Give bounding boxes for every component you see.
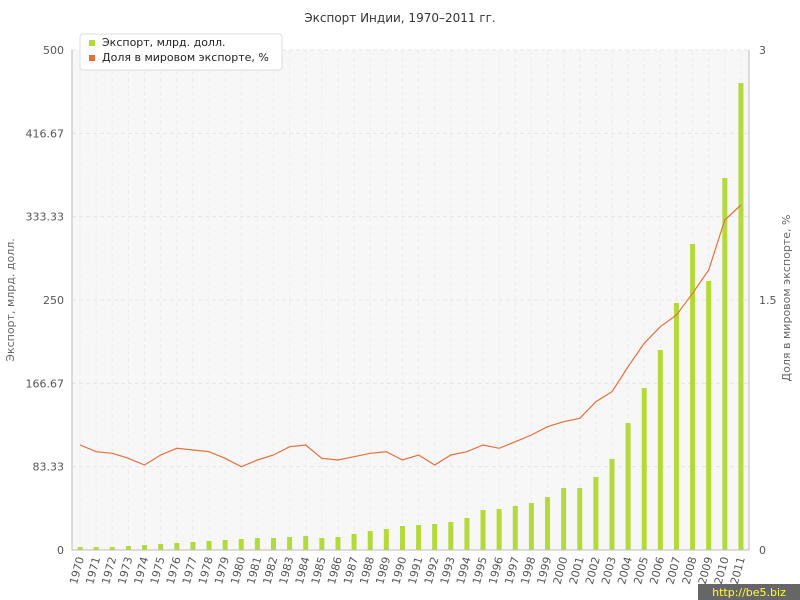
bar-1981 <box>254 538 260 550</box>
bar-1974 <box>142 545 148 550</box>
legend-box <box>79 33 283 71</box>
bar-2002 <box>593 477 599 550</box>
y-tick-label-left: 166.67 <box>26 377 65 390</box>
bar-1977 <box>190 542 196 550</box>
bar-1982 <box>270 538 276 550</box>
bar-1970 <box>77 547 83 550</box>
bar-1999 <box>545 497 551 550</box>
legend-swatch-export <box>89 40 95 46</box>
bar-1993 <box>448 522 454 550</box>
bar-series <box>77 83 744 550</box>
bar-1989 <box>383 529 389 550</box>
bar-2009 <box>706 281 712 550</box>
bar-1984 <box>303 536 309 550</box>
bar-2000 <box>561 488 567 550</box>
bar-1988 <box>367 531 373 550</box>
bar-1994 <box>464 518 470 550</box>
bar-1997 <box>512 506 518 550</box>
bar-1973 <box>125 546 131 550</box>
bar-1998 <box>528 503 534 550</box>
watermark-badge: http://be5.biz <box>698 584 800 600</box>
y-tick-label-left: 83.33 <box>33 461 65 474</box>
bar-1991 <box>416 525 422 550</box>
share-line <box>79 204 742 468</box>
bar-1975 <box>158 544 164 550</box>
bar-2008 <box>690 244 696 550</box>
y-tick-labels-left: 0 83.33 166.67 250 333.33 416.67 500 <box>26 44 65 557</box>
bar-2003 <box>609 459 615 550</box>
watermark-background <box>698 584 800 600</box>
y-tick-label-left: 333.33 <box>26 211 65 224</box>
bar-1996 <box>496 509 502 550</box>
y-tick-label-right: 0 <box>759 544 766 557</box>
bar-1976 <box>174 543 180 550</box>
legend-item-share: Доля в мировом экспорте, % <box>102 51 269 64</box>
bar-1992 <box>432 524 438 550</box>
bar-1978 <box>206 541 212 550</box>
bar-1985 <box>319 538 325 550</box>
chart-title: Экспорт Индии, 1970–2011 гг. <box>304 11 496 25</box>
bar-1990 <box>399 526 405 550</box>
legend: Экспорт, млрд. долл. Доля в мировом эксп… <box>79 33 283 71</box>
y-tick-labels-right: 01.53 <box>759 44 777 557</box>
bar-1983 <box>287 537 293 550</box>
bar-2007 <box>673 303 679 550</box>
bar-2004 <box>625 423 631 550</box>
bar-2001 <box>577 488 583 550</box>
y-axis-label-left: Экспорт, млрд. долл. <box>4 238 17 361</box>
watermark-text: http://be5.biz <box>712 586 786 599</box>
y-tick-label-left: 416.67 <box>26 127 65 140</box>
bar-1987 <box>351 534 357 550</box>
bar-1979 <box>222 540 228 550</box>
axes <box>71 50 750 551</box>
y-tick-label-right: 1.5 <box>759 294 777 307</box>
bar-2006 <box>657 350 663 550</box>
bar-1980 <box>238 539 244 550</box>
y-tick-label-left: 250 <box>43 294 64 307</box>
y-tick-label-left: 0 <box>57 544 64 557</box>
bar-1971 <box>93 547 99 550</box>
bar-2010 <box>722 178 728 550</box>
bar-1972 <box>109 547 115 550</box>
plot-area <box>72 49 749 550</box>
bar-1986 <box>335 537 341 550</box>
y-tick-label-left: 500 <box>43 44 64 57</box>
legend-swatch-share <box>89 55 95 61</box>
bar-1995 <box>480 510 486 550</box>
y-axis-label-right: Доля в мировом экспорте, % <box>780 215 793 382</box>
bar-2011 <box>738 83 744 550</box>
legend-item-export: Экспорт, млрд. долл. <box>102 36 225 49</box>
line-series <box>79 204 742 468</box>
y-tick-label-right: 3 <box>759 44 766 57</box>
bar-2005 <box>641 388 647 550</box>
